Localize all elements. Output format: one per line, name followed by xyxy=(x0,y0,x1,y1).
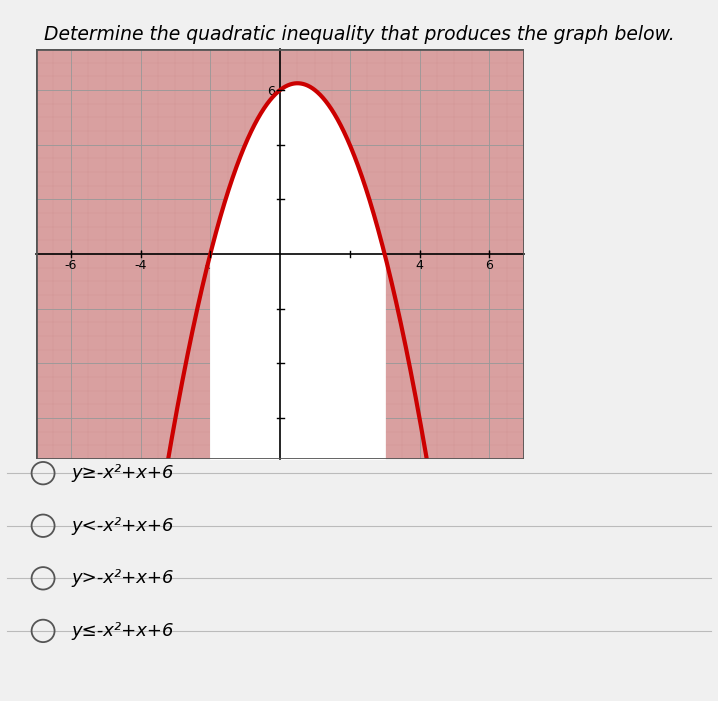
Text: y≥-x²+x+6: y≥-x²+x+6 xyxy=(72,464,174,482)
Text: y≤-x²+x+6: y≤-x²+x+6 xyxy=(72,622,174,640)
Text: y<-x²+x+6: y<-x²+x+6 xyxy=(72,517,174,535)
Text: y>-x²+x+6: y>-x²+x+6 xyxy=(72,569,174,587)
Text: Determine the quadratic inequality that produces the graph below.: Determine the quadratic inequality that … xyxy=(44,25,674,43)
